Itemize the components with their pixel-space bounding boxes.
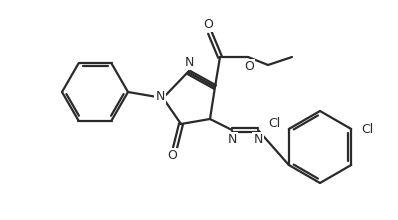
Text: O: O [244, 59, 254, 73]
Text: N: N [184, 55, 194, 68]
Text: N: N [155, 90, 165, 103]
Text: N: N [227, 132, 237, 145]
Text: O: O [167, 148, 177, 161]
Text: Cl: Cl [269, 117, 281, 130]
Text: Cl: Cl [361, 123, 373, 136]
Text: O: O [203, 18, 213, 31]
Text: N: N [253, 132, 263, 145]
